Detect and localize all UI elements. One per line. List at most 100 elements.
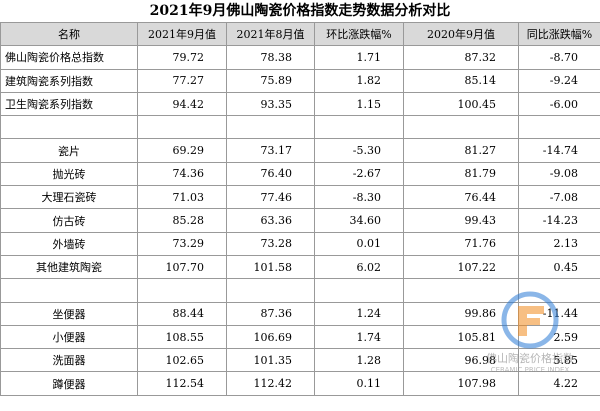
value-cell: 0.45	[518, 254, 600, 280]
value-cell: 1.28	[314, 348, 404, 373]
row-name: 卫生陶瓷系列指数	[0, 91, 138, 117]
header-cell: 环比涨跌幅%	[314, 21, 404, 47]
value-cell: 106.69	[226, 324, 315, 350]
value-cell: -5.30	[314, 138, 404, 163]
header-cell: 2021年8月值	[226, 21, 315, 47]
empty-cell	[137, 278, 227, 303]
value-cell: 94.42	[137, 91, 227, 117]
value-cell: -9.24	[518, 68, 600, 93]
row-name: 仿古砖	[0, 208, 138, 233]
value-cell: 112.54	[137, 371, 227, 396]
table-title: 2021年9月佛山陶瓷价格指数走势数据分析对比	[149, 3, 451, 19]
data-row: 蹲便器 112.54 112.42 0.11 107.98 4.22	[0, 371, 600, 396]
row-name: 蹲便器	[0, 371, 138, 396]
value-cell: 100.45	[403, 91, 519, 117]
empty-cell	[314, 115, 404, 140]
empty-cell	[0, 278, 138, 303]
row-name: 小便器	[0, 324, 138, 350]
value-cell: -8.70	[518, 45, 600, 70]
value-cell: 71.03	[137, 185, 227, 210]
row-name: 其他建筑陶瓷	[0, 254, 138, 280]
value-cell: 85.14	[403, 68, 519, 93]
value-cell: 99.86	[403, 301, 519, 326]
value-cell: 73.17	[226, 138, 315, 163]
value-cell: 0.01	[314, 231, 404, 256]
row-name: 大理石瓷砖	[0, 185, 138, 210]
value-cell: -11.44	[518, 301, 600, 326]
value-cell: 1.82	[314, 68, 404, 93]
row-name: 建筑陶瓷系列指数	[0, 68, 138, 93]
data-row: 卫生陶瓷系列指数 94.42 93.35 1.15 100.45 -6.00	[0, 91, 600, 117]
value-cell: 81.27	[403, 138, 519, 163]
data-row: 建筑陶瓷系列指数 77.27 75.89 1.82 85.14 -9.24	[0, 68, 600, 93]
data-row: 抛光砖 74.36 76.40 -2.67 81.79 -9.08	[0, 161, 600, 187]
row-name: 外墙砖	[0, 231, 138, 256]
value-cell: 87.36	[226, 301, 315, 326]
data-row: 其他建筑陶瓷 107.70 101.58 6.02 107.22 0.45	[0, 254, 600, 280]
separator-row	[0, 115, 600, 140]
value-cell: 2.13	[518, 231, 600, 256]
header-row: 名称 2021年9月值 2021年8月值 环比涨跌幅% 2020年9月值 同比涨跌幅%	[0, 21, 600, 47]
value-cell: 102.65	[137, 348, 227, 373]
value-cell: 81.79	[403, 161, 519, 187]
value-cell: 105.81	[403, 324, 519, 350]
value-cell: -14.23	[518, 208, 600, 233]
data-row: 洗面器 102.65 101.35 1.28 96.98 5.85	[0, 348, 600, 373]
header-cell: 同比涨跌幅%	[518, 21, 600, 47]
value-cell: 6.02	[314, 254, 404, 280]
empty-cell	[403, 115, 519, 140]
value-cell: 101.58	[226, 254, 315, 280]
data-row: 外墙砖 73.29 73.28 0.01 71.76 2.13	[0, 231, 600, 256]
value-cell: 1.15	[314, 91, 404, 117]
data-row: 坐便器 88.44 87.36 1.24 99.86 -11.44	[0, 301, 600, 326]
separator-row	[0, 278, 600, 303]
value-cell: 76.44	[403, 185, 519, 210]
value-cell: 108.55	[137, 324, 227, 350]
data-row: 佛山陶瓷价格总指数 79.72 78.38 1.71 87.32 -8.70	[0, 45, 600, 70]
value-cell: 2.59	[518, 324, 600, 350]
value-cell: 77.46	[226, 185, 315, 210]
value-cell: 0.11	[314, 371, 404, 396]
value-cell: 93.35	[226, 91, 315, 117]
value-cell: 1.71	[314, 45, 404, 70]
row-name: 坐便器	[0, 301, 138, 326]
value-cell: 1.74	[314, 324, 404, 350]
data-row: 仿古砖 85.28 63.36 34.60 99.43 -14.23	[0, 208, 600, 233]
value-cell: -7.08	[518, 185, 600, 210]
data-row: 瓷片 69.29 73.17 -5.30 81.27 -14.74	[0, 138, 600, 163]
value-cell: 71.76	[403, 231, 519, 256]
row-name: 洗面器	[0, 348, 138, 373]
header-cell: 2020年9月值	[403, 21, 519, 47]
value-cell: -14.74	[518, 138, 600, 163]
value-cell: 69.29	[137, 138, 227, 163]
value-cell: 107.98	[403, 371, 519, 396]
header-cell: 名称	[0, 21, 138, 47]
empty-cell	[0, 115, 138, 140]
value-cell: 63.36	[226, 208, 315, 233]
data-row: 大理石瓷砖 71.03 77.46 -8.30 76.44 -7.08	[0, 185, 600, 210]
value-cell: 112.42	[226, 371, 315, 396]
value-cell: 87.32	[403, 45, 519, 70]
value-cell: 75.89	[226, 68, 315, 93]
value-cell: 74.36	[137, 161, 227, 187]
value-cell: 76.40	[226, 161, 315, 187]
empty-cell	[226, 278, 315, 303]
data-table: 名称 2021年9月值 2021年8月值 环比涨跌幅% 2020年9月值 同比涨跌幅% 佛山…	[0, 21, 600, 396]
value-cell: 4.22	[518, 371, 600, 396]
empty-cell	[518, 278, 600, 303]
empty-cell	[137, 115, 227, 140]
row-name: 瓷片	[0, 138, 138, 163]
value-cell: 77.27	[137, 68, 227, 93]
row-name: 抛光砖	[0, 161, 138, 187]
value-cell: 73.29	[137, 231, 227, 256]
value-cell: 101.35	[226, 348, 315, 373]
value-cell: -2.67	[314, 161, 404, 187]
empty-cell	[226, 115, 315, 140]
data-row: 小便器 108.55 106.69 1.74 105.81 2.59	[0, 324, 600, 350]
empty-cell	[314, 278, 404, 303]
value-cell: 78.38	[226, 45, 315, 70]
value-cell: -6.00	[518, 91, 600, 117]
value-cell: 34.60	[314, 208, 404, 233]
value-cell: 73.28	[226, 231, 315, 256]
